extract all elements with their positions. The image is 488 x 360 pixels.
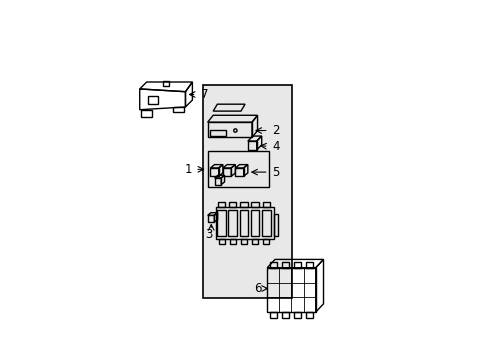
Bar xyxy=(203,85,292,298)
Bar xyxy=(261,210,270,236)
Bar xyxy=(207,122,251,138)
Bar xyxy=(263,239,268,244)
Bar xyxy=(218,239,224,244)
Bar xyxy=(267,268,315,312)
Text: 7: 7 xyxy=(200,88,208,101)
Text: 2: 2 xyxy=(272,124,279,137)
Bar xyxy=(229,239,235,244)
Bar xyxy=(251,202,258,207)
Bar xyxy=(269,312,276,318)
Bar xyxy=(306,262,313,268)
Bar xyxy=(294,262,301,268)
Bar xyxy=(214,178,221,185)
Bar xyxy=(247,141,256,150)
Bar xyxy=(217,210,226,236)
Bar xyxy=(251,239,258,244)
Bar xyxy=(241,239,246,244)
Bar xyxy=(210,130,225,136)
Bar xyxy=(210,168,218,176)
Bar xyxy=(240,202,247,207)
Bar xyxy=(223,168,231,176)
Text: 3: 3 xyxy=(204,228,212,241)
Bar xyxy=(148,96,158,104)
Bar xyxy=(282,262,288,268)
Bar xyxy=(218,202,225,207)
Bar xyxy=(207,151,268,187)
Bar xyxy=(207,215,214,222)
Bar xyxy=(229,202,236,207)
Bar xyxy=(262,202,269,207)
Bar xyxy=(216,207,274,239)
Bar xyxy=(228,210,237,236)
Text: 5: 5 xyxy=(272,166,279,179)
Bar xyxy=(235,168,243,176)
Bar xyxy=(274,213,278,236)
Bar xyxy=(250,210,259,236)
Text: 1: 1 xyxy=(184,163,192,176)
Bar xyxy=(269,262,276,268)
Bar xyxy=(282,312,288,318)
Bar xyxy=(294,312,301,318)
Text: 6: 6 xyxy=(254,282,262,295)
Bar xyxy=(306,312,313,318)
Bar xyxy=(163,81,168,86)
Bar xyxy=(239,210,248,236)
Text: 4: 4 xyxy=(272,140,279,153)
